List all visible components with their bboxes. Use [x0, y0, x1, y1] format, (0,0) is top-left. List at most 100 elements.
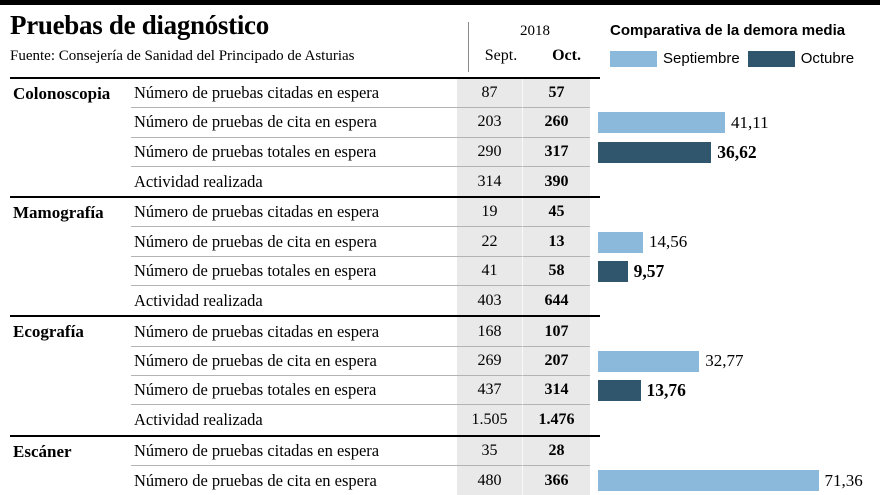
table-row: Número de pruebas citadas en espera 35 2… — [131, 436, 880, 466]
source-note: Fuente: Consejería de Sanidad del Princi… — [10, 48, 355, 64]
row-label: Número de pruebas citadas en espera — [131, 79, 457, 109]
chart-cell — [590, 317, 880, 347]
section-escaner: Escáner Número de pruebas citadas en esp… — [10, 434, 880, 495]
bar-septiembre — [598, 470, 819, 491]
category-label: Escáner — [13, 441, 72, 461]
category-label: Ecografía — [13, 322, 84, 342]
sept-value: 480 — [457, 465, 522, 495]
oct-value: 57 — [522, 79, 590, 109]
chart-cell: 41,11 — [590, 108, 880, 138]
bar-value-label: 13,76 — [646, 380, 686, 401]
chart-cell: 32,77 — [590, 346, 880, 376]
sept-value: 41 — [457, 256, 522, 287]
sept-value: 403 — [457, 286, 522, 316]
bar-septiembre — [598, 350, 700, 372]
bar-septiembre — [598, 112, 725, 134]
table-row: Número de pruebas de cita en espera 203 … — [131, 108, 880, 138]
bar-value-label: 36,62 — [717, 141, 757, 162]
table-row: Número de pruebas de cita en espera 480 … — [131, 465, 880, 495]
row-label: Actividad realizada — [134, 409, 263, 429]
oct-value: 317 — [522, 137, 590, 167]
page-title: Pruebas de diagnóstico — [10, 10, 269, 40]
legend-swatch-octubre — [747, 50, 795, 67]
oct-value: 260 — [522, 108, 590, 138]
bar-octubre — [598, 141, 712, 163]
table-row: Número de pruebas totales en espera 437 … — [131, 375, 880, 406]
top-rule — [0, 0, 880, 5]
chart-title: Comparativa de la demora media — [610, 22, 846, 39]
oct-value: 207 — [522, 346, 590, 376]
row-label: Actividad realizada — [134, 171, 263, 191]
bar-value-label: 14,56 — [649, 232, 688, 252]
chart-cell: 13,76 — [590, 375, 880, 406]
row-label: Número de pruebas citadas en espera — [131, 317, 457, 347]
row-label: Número de pruebas de cita en espera — [131, 108, 457, 138]
row-label: Número de pruebas citadas en espera — [131, 437, 457, 466]
chart-cell — [590, 405, 880, 435]
table-row: Número de pruebas totales en espera 290 … — [131, 137, 880, 167]
table-row: Número de pruebas citadas en espera 87 5… — [131, 79, 880, 109]
row-label: Número de pruebas totales en espera — [131, 138, 457, 167]
sept-value: 437 — [457, 375, 522, 406]
oct-value: 366 — [522, 465, 590, 495]
oct-value: 58 — [522, 256, 590, 287]
row-label: Número de pruebas totales en espera — [131, 257, 457, 287]
category-label: Colonoscopia — [13, 84, 111, 103]
table-row: Número de pruebas citadas en espera 168 … — [131, 317, 880, 347]
table-row: Número de pruebas citadas en espera 19 4… — [131, 198, 880, 228]
chart-cell — [590, 79, 880, 109]
sept-value: 87 — [457, 79, 522, 109]
oct-value: 390 — [522, 166, 590, 197]
sept-value: 290 — [457, 137, 522, 167]
year-label: 2018 — [520, 23, 550, 39]
bar-value-label: 32,77 — [705, 351, 744, 371]
oct-value: 314 — [522, 375, 590, 406]
row-label: Número de pruebas citadas en espera — [131, 198, 457, 228]
column-header-oct: Oct. — [552, 47, 581, 64]
table-row: Número de pruebas totales en espera 41 5… — [131, 256, 880, 287]
sept-value: 22 — [457, 227, 522, 257]
chart-cell — [590, 286, 880, 316]
chart-header: Comparativa de la demora media Septiembr… — [600, 22, 880, 67]
bar-septiembre — [598, 231, 643, 253]
sept-value: 1.505 — [457, 405, 522, 435]
table-row: Número de pruebas de cita en espera 22 1… — [131, 227, 880, 257]
bar-value-label: 41,11 — [731, 112, 769, 132]
bar-octubre — [598, 260, 628, 282]
oct-value: 28 — [522, 436, 590, 466]
chart-cell: 71,36 — [590, 465, 880, 495]
sept-value: 168 — [457, 317, 522, 347]
row-label: Número de pruebas de cita en espera — [131, 227, 457, 257]
bar-value-label: 71,36 — [824, 470, 863, 490]
table-row: Número de pruebas de cita en espera 269 … — [131, 346, 880, 376]
table-column-headers: 2018 Sept. Oct. — [468, 22, 601, 72]
section-mamografia: Mamografía Número de pruebas citadas en … — [10, 196, 880, 316]
chart-cell: 9,57 — [590, 256, 880, 287]
table-row: Actividad realizada 403 644 — [131, 286, 880, 316]
legend-label-octubre: Octubre — [800, 50, 855, 67]
oct-value: 13 — [522, 227, 590, 257]
section-ecografia: Ecografía Número de pruebas citadas en e… — [10, 315, 880, 435]
sept-value: 203 — [457, 108, 522, 138]
legend-label-septiembre: Septiembre — [663, 50, 740, 67]
column-header-sept: Sept. — [484, 47, 518, 64]
section-colonoscopia: Colonoscopia Número de pruebas citadas e… — [10, 77, 880, 197]
chart-cell — [590, 436, 880, 466]
table-row: Actividad realizada 1.505 1.476 — [131, 405, 880, 435]
chart-cell: 14,56 — [590, 227, 880, 257]
chart-legend: Septiembre Octubre — [600, 50, 880, 67]
category-label: Mamografía — [13, 203, 104, 223]
oct-value: 1.476 — [522, 405, 590, 435]
oct-value: 107 — [522, 317, 590, 347]
bar-octubre — [598, 380, 641, 402]
sept-value: 314 — [457, 166, 522, 197]
sept-value: 19 — [457, 198, 522, 228]
row-label: Número de pruebas totales en espera — [131, 376, 457, 406]
sept-value: 269 — [457, 346, 522, 376]
chart-cell: 36,62 — [590, 137, 880, 167]
oct-value: 45 — [522, 198, 590, 228]
sept-value: 35 — [457, 436, 522, 466]
chart-cell — [590, 198, 880, 228]
row-label: Actividad realizada — [134, 290, 263, 310]
